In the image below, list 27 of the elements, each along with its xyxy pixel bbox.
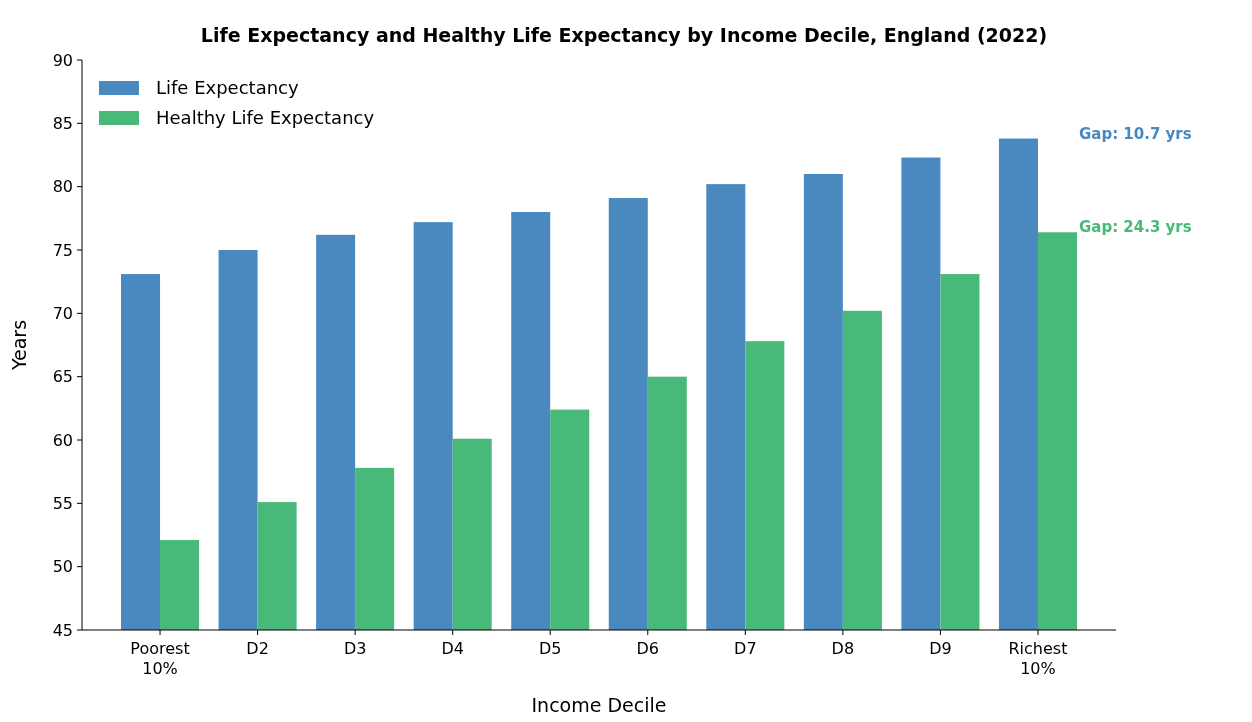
x-tick-label: D8 bbox=[831, 639, 855, 658]
y-tick-label: 45 bbox=[52, 620, 73, 640]
y-tick-label: 85 bbox=[52, 113, 73, 133]
annotation: Gap: 10.7 yrs bbox=[1078, 124, 1192, 143]
x-tick-label: D6 bbox=[636, 639, 660, 658]
x-tick-label: Richest 10% bbox=[1008, 639, 1068, 678]
y-tick-label: 50 bbox=[52, 557, 73, 577]
x-axis-title: Income Decile bbox=[531, 694, 667, 716]
x-tick-label: D7 bbox=[734, 639, 757, 658]
x-tick-label: Poorest 10% bbox=[130, 639, 190, 678]
legend-label: Life Expectancy bbox=[156, 77, 299, 99]
legend-label: Healthy Life Expectancy bbox=[156, 107, 375, 129]
y-axis-title: Years bbox=[8, 319, 30, 372]
x-tick-label: D2 bbox=[246, 639, 269, 658]
y-tick-label: 90 bbox=[52, 50, 73, 70]
y-tick-label: 65 bbox=[52, 367, 73, 387]
y-tick-label: 55 bbox=[52, 493, 73, 513]
y-tick-label: 60 bbox=[52, 430, 73, 450]
x-tick-label: D3 bbox=[343, 639, 367, 658]
annotation: Gap: 24.3 yrs bbox=[1078, 218, 1192, 237]
x-tick-label: D5 bbox=[538, 639, 562, 658]
y-tick-label: 70 bbox=[52, 303, 73, 323]
y-tick-label: 80 bbox=[52, 177, 73, 197]
x-tick-label: D4 bbox=[441, 639, 464, 658]
x-tick-label: D9 bbox=[929, 639, 952, 658]
chart-title: Life Expectancy and Healthy Life Expectancy by Income Decile, England (2022) bbox=[200, 24, 1048, 46]
y-tick-label: 75 bbox=[52, 240, 73, 260]
